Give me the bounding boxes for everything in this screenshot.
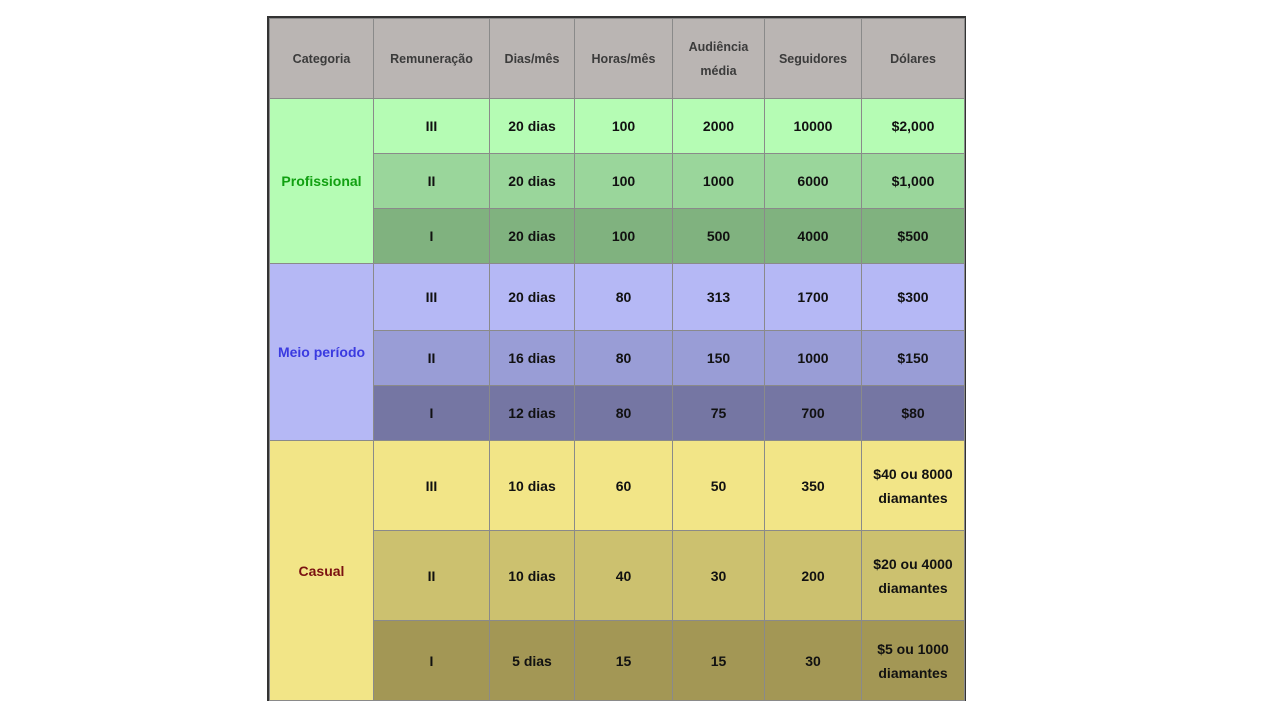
- cell-remuneracao: III: [373, 440, 490, 531]
- cell-dias: 5 dias: [489, 620, 575, 701]
- cell-dias: 20 dias: [489, 153, 575, 209]
- cell-seguidores: 200: [764, 530, 862, 621]
- cell-remuneracao: II: [373, 530, 490, 621]
- cell-remuneracao: II: [373, 330, 490, 386]
- cell-dias: 10 dias: [489, 440, 575, 531]
- cell-horas: 80: [574, 385, 673, 441]
- table-row: Meio período III 20 dias 80 313 1700 $30…: [269, 263, 965, 441]
- cell-dias: 10 dias: [489, 530, 575, 621]
- cell-dolares: $80: [861, 385, 965, 441]
- tier-table-frame: Categoria Remuneração Dias/mês Horas/mês…: [267, 16, 966, 701]
- cell-dolares: $500: [861, 208, 965, 264]
- cell-dias: 20 dias: [489, 208, 575, 264]
- header-row: Categoria Remuneração Dias/mês Horas/mês…: [269, 18, 965, 99]
- cell-audiencia: 75: [672, 385, 765, 441]
- cell-dolares: $300: [861, 263, 965, 331]
- cell-dolares: $2,000: [861, 98, 965, 154]
- cell-horas: 80: [574, 263, 673, 331]
- cell-horas: 100: [574, 153, 673, 209]
- cell-audiencia: 15: [672, 620, 765, 701]
- cell-horas: 40: [574, 530, 673, 621]
- tier-table: Categoria Remuneração Dias/mês Horas/mês…: [269, 18, 965, 701]
- table-row: II 16 dias 80 150 1000 $150: [270, 330, 965, 386]
- category-cell-profissional: Profissional: [269, 98, 374, 264]
- cell-audiencia: 313: [672, 263, 765, 331]
- cell-seguidores: 30: [764, 620, 862, 701]
- cell-remuneracao: II: [373, 153, 490, 209]
- cell-horas: 100: [574, 208, 673, 264]
- table-row: Profissional III 20 dias 100 2000 10000 …: [269, 98, 965, 264]
- cell-audiencia: 1000: [672, 153, 765, 209]
- cell-seguidores: 4000: [764, 208, 862, 264]
- header-remuneracao: Remuneração: [373, 18, 490, 99]
- cell-horas: 15: [574, 620, 673, 701]
- cell-dolares: $40 ou 8000 diamantes: [861, 440, 965, 531]
- cell-seguidores: 10000: [764, 98, 862, 154]
- cell-dias: 16 dias: [489, 330, 575, 386]
- table-row: I 20 dias 100 500 4000 $500: [270, 208, 965, 264]
- cell-audiencia: 30: [672, 530, 765, 621]
- cell-seguidores: 6000: [764, 153, 862, 209]
- cell-seguidores: 700: [764, 385, 862, 441]
- cell-remuneracao: I: [373, 620, 490, 701]
- header-dolares: Dólares: [861, 18, 965, 99]
- cell-horas: 60: [574, 440, 673, 531]
- cell-remuneracao: III: [373, 98, 490, 154]
- cell-dias: 12 dias: [489, 385, 575, 441]
- header-categoria: Categoria: [269, 18, 374, 99]
- header-audiencia-media: Audiência média: [672, 18, 765, 99]
- table-row: Casual III 10 dias 60 50 350 $40 ou 8000…: [269, 440, 965, 701]
- cell-dolares: $150: [861, 330, 965, 386]
- table-row: II 20 dias 100 1000 6000 $1,000: [270, 153, 965, 209]
- cell-dolares: $5 ou 1000 diamantes: [861, 620, 965, 701]
- cell-horas: 80: [574, 330, 673, 386]
- cell-dias: 20 dias: [489, 98, 575, 154]
- header-horas-mes: Horas/mês: [574, 18, 673, 99]
- category-cell-casual: Casual: [269, 440, 374, 701]
- cell-audiencia: 150: [672, 330, 765, 386]
- cell-dolares: $1,000: [861, 153, 965, 209]
- cell-remuneracao: I: [373, 385, 490, 441]
- cell-audiencia: 2000: [672, 98, 765, 154]
- table-row: I 12 dias 80 75 700 $80: [270, 385, 965, 441]
- cell-dolares: $20 ou 4000 diamantes: [861, 530, 965, 621]
- cell-seguidores: 1700: [764, 263, 862, 331]
- cell-horas: 100: [574, 98, 673, 154]
- cell-remuneracao: I: [373, 208, 490, 264]
- header-dias-mes: Dias/mês: [489, 18, 575, 99]
- cell-seguidores: 350: [764, 440, 862, 531]
- cell-dias: 20 dias: [489, 263, 575, 331]
- cell-audiencia: 500: [672, 208, 765, 264]
- cell-audiencia: 50: [672, 440, 765, 531]
- table-row: I 5 dias 15 15 30 $5 ou 1000 diamantes: [270, 620, 965, 701]
- header-seguidores: Seguidores: [764, 18, 862, 99]
- cell-remuneracao: III: [373, 263, 490, 331]
- cell-seguidores: 1000: [764, 330, 862, 386]
- table-row: II 10 dias 40 30 200 $20 ou 4000 diamant…: [270, 530, 965, 621]
- category-cell-meio-periodo: Meio período: [269, 263, 374, 441]
